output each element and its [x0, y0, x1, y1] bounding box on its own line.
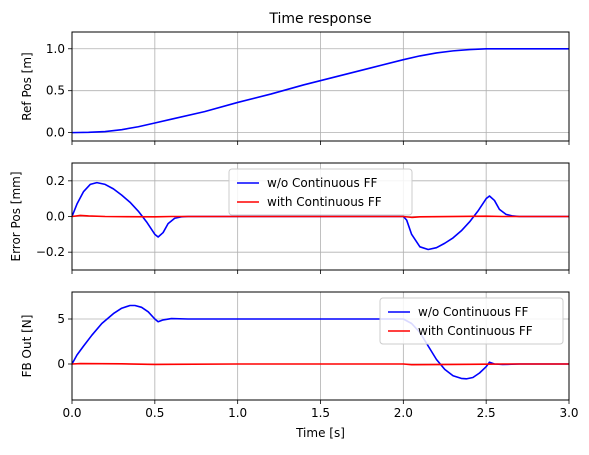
- x-tick-label: 1.5: [311, 406, 330, 420]
- y-axis-label: Ref Pos [m]: [20, 52, 34, 121]
- y-tick-label: −0.2: [36, 245, 65, 259]
- chart-title: Time response: [268, 11, 371, 27]
- series-line-w-o-continuous-ff: [72, 304, 569, 380]
- panel-1: 0.0 0.5 1.0 Ref Pos [m] Time response: [20, 11, 570, 145]
- y-tick-label: 0.2: [46, 174, 65, 188]
- plot-frame: [71, 291, 570, 401]
- x-tick-label: 3.0: [559, 406, 578, 420]
- y-tick-label: 0.5: [46, 84, 65, 98]
- y-tick-label: 0.0: [46, 210, 65, 224]
- series-line-with-continuous-ff: [72, 214, 569, 219]
- legend-entry: w/o Continuous FF: [418, 305, 529, 319]
- x-tick-label: 2.5: [477, 406, 496, 420]
- y-axis-label: FB Out [N]: [20, 315, 34, 378]
- plot-frame: [71, 162, 570, 271]
- y-tick-label: 0: [57, 357, 65, 371]
- panel-3: 0.0 0.5 1.0 1.5 2.0 2.5 3.0 0 5 FB Out [N] Time [s…: [20, 291, 579, 440]
- y-tick-label: 1.0: [46, 42, 65, 56]
- legend-entry: w/o Continuous FF: [267, 176, 378, 190]
- x-tick-label: 1.0: [228, 406, 247, 420]
- series-line-ref-pos: [72, 47, 569, 134]
- y-tick-label: 0.0: [46, 126, 65, 140]
- panel-2: −0.2 0.0 0.2 Error Pos [mm] w/o Continuous F…: [9, 162, 570, 274]
- y-axis-label: Error Pos [mm]: [9, 171, 23, 261]
- y-tick-label: 5: [57, 312, 65, 326]
- legend-box: [228, 168, 413, 216]
- x-tick-label: 0.5: [145, 406, 164, 420]
- legend: w/o Continuous FF with Continuous FF: [228, 168, 413, 216]
- plot-frame: [71, 31, 570, 142]
- legend-entry: with Continuous FF: [267, 195, 382, 209]
- x-axis-label: Time [s]: [295, 426, 345, 440]
- legend-box: [379, 297, 564, 345]
- x-tick-label: 0.0: [62, 406, 81, 420]
- series-line-with-continuous-ff: [72, 362, 569, 366]
- legend-entry: with Continuous FF: [418, 324, 533, 338]
- x-tick-label: 2.0: [394, 406, 413, 420]
- legend: w/o Continuous FF with Continuous FF: [379, 297, 564, 345]
